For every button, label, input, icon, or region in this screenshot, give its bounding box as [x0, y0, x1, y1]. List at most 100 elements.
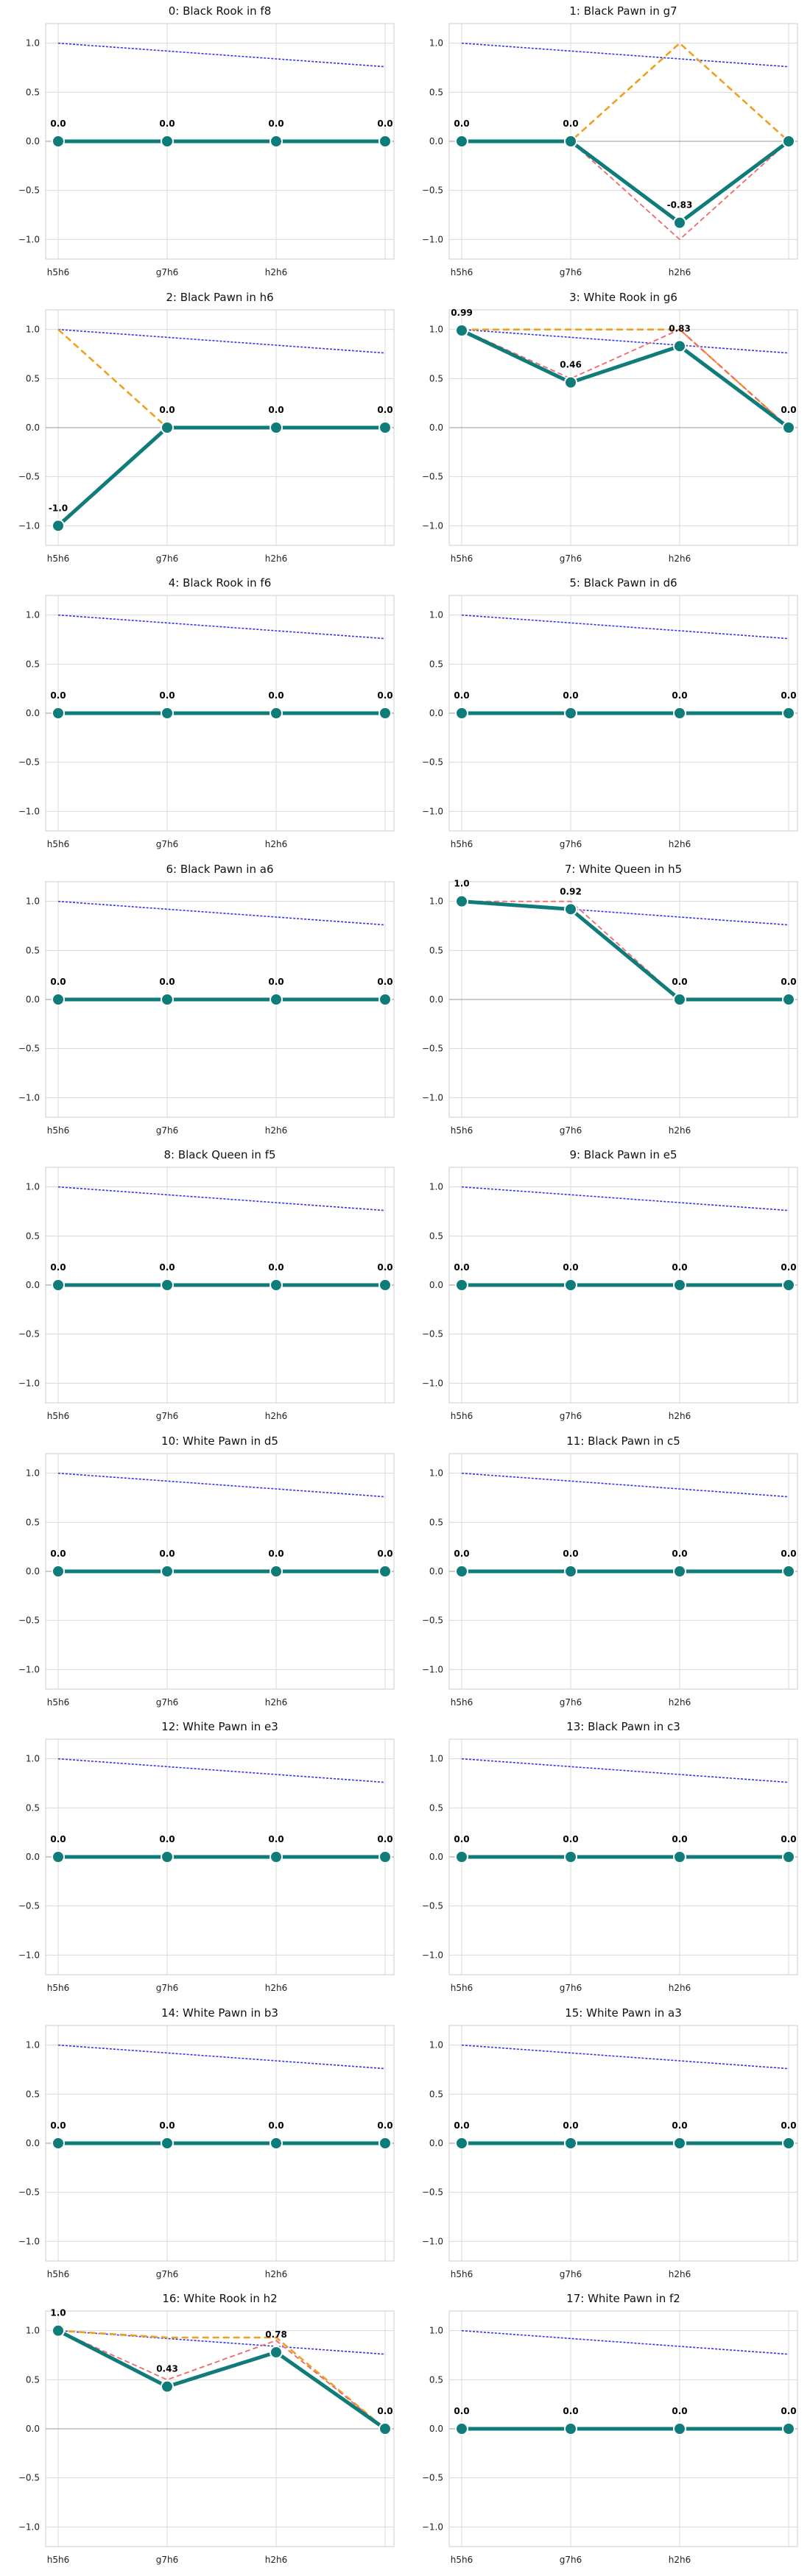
data-point [782, 1850, 795, 1864]
y-tick-label: 1.0 [429, 896, 443, 907]
chart-svg: 14: White Pawn in b3 1.0 0.5 0.0 −0.5 −1.0 h5h… [18, 2006, 395, 2279]
y-tick-label: 1.0 [26, 1468, 40, 1479]
data-point [564, 2137, 577, 2150]
reference-line [461, 1758, 789, 1783]
data-label: 0.0 [159, 118, 175, 129]
y-tick-label: 1.0 [429, 1468, 443, 1479]
data-point [673, 1278, 686, 1292]
data-point [270, 1850, 283, 1864]
data-point [161, 2137, 174, 2150]
chart-title: 1: Black Pawn in g7 [569, 4, 677, 18]
data-label: 0.0 [50, 977, 66, 987]
chart-svg: 16: White Rook in h2 1.0 0.5 0.0 −0.5 −1.0 h5h… [18, 2292, 395, 2565]
data-label: 1.0 [50, 2308, 66, 2318]
chart-svg: 2: Black Pawn in h6 1.0 0.5 0.0 −0.5 −1.0 h5h6… [18, 291, 395, 564]
data-point [455, 1278, 468, 1292]
data-point [564, 375, 577, 389]
x-tick-label: h5h6 [451, 1411, 473, 1421]
y-tick-label: 0.5 [26, 1802, 40, 1813]
data-point [455, 894, 468, 908]
chart-panel-10: 10: White Pawn in d5 1.0 0.5 0.0 −0.5 −1.0 h5h… [0, 1430, 401, 1715]
y-tick-label: 0.5 [26, 87, 40, 97]
data-point [673, 993, 686, 1006]
data-point [673, 1565, 686, 1578]
chart-panel-15: 15: White Pawn in a3 1.0 0.5 0.0 −0.5 −1.0 h5h… [404, 2002, 805, 2287]
chart-title: 10: White Pawn in d5 [161, 1434, 278, 1448]
y-tick-label: 0.0 [26, 1852, 40, 1862]
data-point [378, 1565, 392, 1578]
data-point [161, 707, 174, 720]
y-tick-label: 0.0 [429, 2138, 443, 2148]
chart-title: 11: Black Pawn in c5 [566, 1434, 680, 1448]
x-tick-label: g7h6 [156, 1411, 179, 1421]
data-label: 0.0 [377, 1549, 392, 1559]
y-tick-label: 0.0 [26, 2424, 40, 2434]
x-tick-label: h2h6 [265, 1411, 287, 1421]
data-point [52, 993, 65, 1006]
data-point [564, 707, 577, 720]
y-tick-label: 0.0 [429, 1566, 443, 1577]
chart-panel-9: 9: Black Pawn in e5 1.0 0.5 0.0 −0.5 −1.0 h5h6… [404, 1144, 805, 1429]
data-point [52, 1565, 65, 1578]
y-tick-label: 1.0 [26, 1182, 40, 1192]
x-tick-label: h5h6 [47, 267, 69, 277]
y-tick-label: −1.0 [18, 1092, 40, 1103]
y-tick-label: 1.0 [26, 1754, 40, 1764]
data-label: 0.92 [560, 886, 582, 896]
data-label: 0.0 [563, 2120, 578, 2131]
y-tick-label: −1.0 [422, 1950, 443, 1960]
y-tick-label: −1.0 [18, 806, 40, 816]
chart-title: 12: White Pawn in e3 [161, 1720, 278, 1733]
data-point [270, 707, 283, 720]
main-series-line [57, 425, 385, 528]
x-tick-label: g7h6 [560, 1411, 582, 1421]
y-tick-label: −0.5 [18, 1901, 40, 1911]
x-tick-label: h5h6 [47, 839, 69, 849]
y-tick-label: −1.0 [18, 1378, 40, 1388]
y-tick-label: 1.0 [26, 610, 40, 620]
reference-line [57, 2044, 386, 2070]
data-point [270, 1565, 283, 1578]
data-point [564, 1850, 577, 1864]
y-tick-label: −0.5 [18, 2187, 40, 2198]
chart-title: 4: Black Rook in f6 [169, 576, 272, 590]
y-tick-label: 0.5 [26, 1517, 40, 1527]
chart-title: 13: Black Pawn in c3 [566, 1720, 680, 1733]
y-tick-label: 0.0 [429, 422, 443, 433]
reference-line [461, 2044, 789, 2070]
data-label: 0.0 [563, 1834, 578, 1844]
data-point [161, 1278, 174, 1292]
x-tick-label: g7h6 [560, 2555, 582, 2565]
data-label: -1.0 [49, 503, 68, 513]
reference-line [461, 614, 789, 640]
y-tick-label: −1.0 [18, 2236, 40, 2246]
data-point [455, 135, 468, 148]
data-label: 0.99 [451, 308, 473, 318]
chart-panel-8: 8: Black Queen in f5 1.0 0.5 0.0 −0.5 −1.0 h5h… [0, 1144, 401, 1429]
chart-svg: 7: White Queen in h5 1.0 0.5 0.0 −0.5 −1.0 h5h… [422, 863, 798, 1136]
y-tick-label: 0.0 [26, 136, 40, 146]
y-tick-label: 0.0 [429, 708, 443, 718]
y-tick-label: 0.5 [26, 1231, 40, 1241]
data-label: 0.0 [563, 1549, 578, 1559]
y-tick-label: 0.5 [429, 2374, 443, 2385]
chart-panel-4: 4: Black Rook in f6 1.0 0.5 0.0 −0.5 −1.0 h5h6… [0, 572, 401, 857]
chart-panel-11: 11: Black Pawn in c5 1.0 0.5 0.0 −0.5 −1.0 h5h… [404, 1430, 805, 1715]
data-label: 0.0 [563, 1262, 578, 1273]
data-label: 0.0 [563, 118, 578, 129]
data-point [378, 2422, 392, 2435]
data-point [161, 421, 174, 434]
data-label: 0.0 [377, 405, 392, 415]
data-label: 0.0 [672, 2406, 687, 2416]
y-tick-label: 0.5 [429, 1517, 443, 1527]
chart-svg: 11: Black Pawn in c5 1.0 0.5 0.0 −0.5 −1.0 h5h… [422, 1434, 798, 1708]
data-label: 0.0 [377, 118, 392, 129]
reference-line [57, 2329, 386, 2355]
data-label: 0.0 [268, 977, 284, 987]
chart-panel-16: 16: White Rook in h2 1.0 0.5 0.0 −0.5 −1.0 h5h… [0, 2287, 401, 2572]
y-tick-label: 1.0 [26, 325, 40, 335]
y-tick-label: −0.5 [422, 1329, 443, 1340]
reference-line [461, 328, 789, 354]
data-label: 0.0 [781, 2406, 796, 2416]
